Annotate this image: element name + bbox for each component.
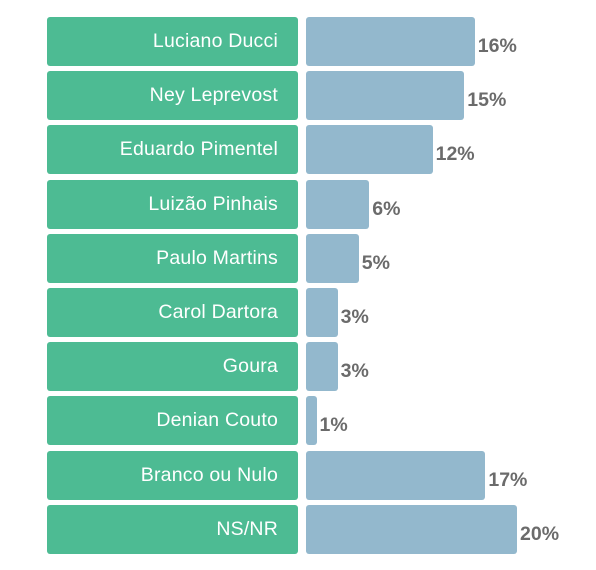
- category-label: Carol Dartora: [47, 288, 298, 337]
- bar: [306, 125, 433, 175]
- bar: [306, 17, 475, 66]
- value-label: 6%: [372, 197, 401, 220]
- category-label: Branco ou Nulo: [47, 450, 298, 500]
- category-label: Eduardo Pimentel: [47, 125, 298, 175]
- category-label: Denian Couto: [47, 396, 298, 446]
- bar: [306, 342, 338, 392]
- bar: [306, 450, 486, 500]
- bar: [306, 233, 359, 283]
- category-label: NS/NR: [47, 504, 298, 554]
- category-label: Ney Leprevost: [47, 71, 298, 121]
- value-label: 16%: [477, 35, 517, 57]
- value-label: 3%: [340, 306, 369, 328]
- bar: [306, 179, 370, 229]
- value-label: 17%: [488, 468, 528, 491]
- category-label: Goura: [47, 342, 298, 392]
- category-label: Luciano Ducci: [47, 17, 298, 66]
- bar: [306, 288, 338, 337]
- bar: [306, 396, 317, 446]
- bar: [306, 71, 465, 121]
- value-label: 1%: [319, 414, 348, 437]
- value-label: 5%: [361, 251, 390, 274]
- value-label: 12%: [435, 143, 475, 166]
- category-label: Paulo Martins: [47, 233, 298, 283]
- value-label: 15%: [467, 89, 507, 112]
- value-label: 3%: [340, 360, 369, 383]
- bar: [306, 504, 517, 554]
- category-label: Luizão Pinhais: [47, 179, 298, 229]
- value-label: 20%: [520, 522, 560, 545]
